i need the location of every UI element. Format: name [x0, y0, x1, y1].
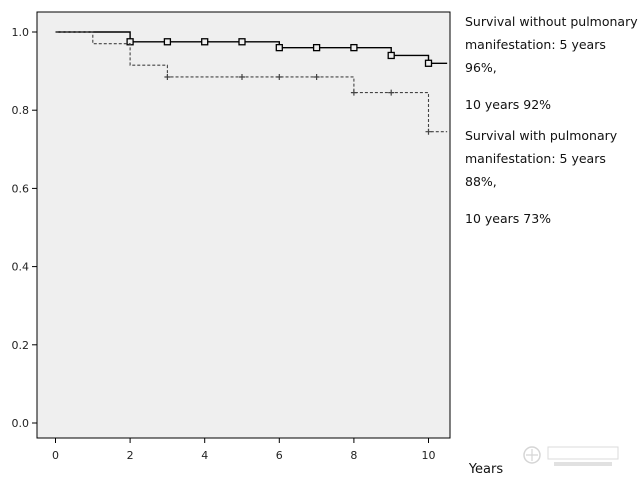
censor-mark-square	[238, 38, 246, 46]
x-tick-label: 2	[127, 449, 134, 462]
annotation-line: manifestation: 5 years 96%,	[465, 37, 606, 75]
survival-series-line	[55, 31, 448, 64]
annotation-line: Survival with pulmonary	[465, 128, 618, 143]
censor-mark-plus	[276, 73, 283, 80]
censor-mark-square	[201, 38, 209, 46]
y-tick-label: 0.2	[12, 339, 30, 352]
plot-area	[36, 11, 451, 439]
series-layer	[55, 31, 448, 135]
annotation-with-pulmonary: Survival with pulmonary manifestation: 5…	[465, 124, 640, 230]
x-tick-label: 8	[350, 449, 357, 462]
annotation-line: 10 years 73%	[465, 211, 552, 226]
censor-mark-plus	[313, 73, 320, 80]
censor-mark-square	[424, 59, 433, 67]
censor-mark-plus	[164, 73, 171, 80]
censor-mark-plus	[388, 89, 395, 96]
annotation-without-pulmonary: Survival without pulmonary manifestation…	[465, 10, 640, 116]
x-tick-label: 10	[422, 449, 436, 462]
annotation-line: Survival without pulmonary	[465, 14, 638, 29]
y-tick-label: 0.0	[12, 417, 30, 430]
survival-series-line	[55, 31, 448, 133]
censor-mark-square	[275, 43, 283, 52]
y-tick-label: 0.4	[12, 261, 30, 274]
censor-mark-plus	[425, 128, 432, 135]
censor-mark-square	[387, 51, 395, 60]
y-tick-label: 0.8	[12, 104, 30, 117]
annotation-line: manifestation: 5 years 88%,	[465, 151, 606, 189]
annotation-line: 10 years 92%	[465, 97, 552, 112]
x-axis: 0 2 4 6 8 10	[52, 438, 436, 462]
x-tick-label: 0	[52, 449, 59, 462]
x-tick-label: 4	[201, 449, 208, 462]
y-axis: 0.0 0.2 0.4 0.6 0.8 1.0	[12, 26, 37, 430]
censor-mark-plus	[239, 73, 245, 80]
y-tick-label: 0.6	[12, 182, 30, 195]
censor-mark-square	[350, 43, 358, 52]
censor-mark-square	[163, 38, 172, 46]
x-axis-title: Years	[468, 462, 504, 477]
censor-mark-square	[312, 43, 321, 52]
censor-mark-plus	[350, 89, 357, 96]
y-tick-label: 1.0	[12, 26, 30, 39]
x-tick-label: 6	[276, 449, 283, 462]
watermark-logo	[523, 446, 619, 466]
